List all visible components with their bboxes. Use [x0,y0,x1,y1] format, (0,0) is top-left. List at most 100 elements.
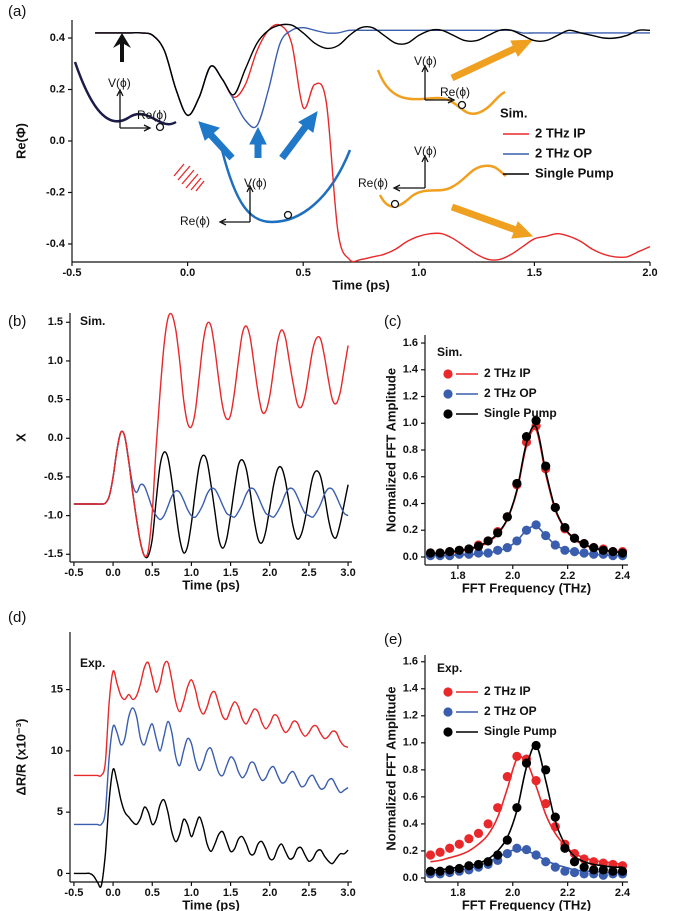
x-tick-label: 0.0 [180,267,195,279]
data-point [608,866,618,876]
x-axis-label: FFT Frequency (THz) [462,580,591,595]
ball [155,122,165,132]
series-line [95,23,651,117]
legend-label: 2 THz OP [484,704,537,718]
x-tick-label: 2.0 [505,887,520,899]
y-tick-label: 0.0 [48,432,63,444]
x-tick-label: 1.5 [527,267,542,279]
annotation: Exp. [80,656,105,670]
y-axis-label: Normalized FFT Amplitude [383,368,398,532]
x-tick-label: -0.5 [63,267,82,279]
axes-sketch [116,88,152,132]
data-point [454,839,464,849]
y-tick-label: 0.0 [50,135,65,147]
y-tick-label: 0.2 [403,524,418,536]
data-point [617,866,628,876]
data-point [464,834,474,844]
x-tick-label: 3.0 [340,567,355,579]
annotation: V(ϕ) [244,176,267,190]
data-point [560,866,570,876]
panel: (d) 0 5 10 15 -0.5 0.0 0.5 1.0 1.5 2.0 2.5 3.0 Time (… [8,609,356,911]
ball [283,210,293,220]
x-tick-label: 2.5 [301,887,316,899]
x-tick-label: 0.0 [105,887,120,899]
x-tick-label: 2.0 [642,267,657,279]
data-point [617,548,628,558]
y-tick-label: 0.0 [403,872,418,884]
x-tick-label: 2.5 [301,567,316,579]
y-tick-label: 0.4 [50,32,66,44]
annotation: Re(ϕ) [358,176,388,190]
data-point [435,847,445,857]
x-tick-label: 1.8 [450,887,465,899]
x-tick-label: 2.0 [505,570,520,582]
x-tick-label: 2.4 [615,887,631,899]
panel-label: (e) [384,631,402,648]
y-tick-label: 0.4 [403,818,419,830]
annotation: V(ϕ) [108,76,131,90]
fit-line [430,525,623,557]
y-axis-label: X [13,433,28,442]
data-point [512,843,522,853]
data-point [425,866,436,876]
panel: (c) 0.0 0.2 0.4 0.6 0.8 1.0 1.2 1.4 1.6 1.8 2.0 2.2 2… [383,313,631,595]
y-tick-label: 1.4 [403,364,419,376]
y-tick-label: -0.4 [46,238,66,250]
data-point [425,850,436,860]
data-point [560,843,570,853]
y-tick-label: 0.6 [403,471,418,483]
y-tick-label: 1.2 [403,390,418,402]
series-line [73,768,349,888]
potential-curve [378,164,507,208]
data-point [435,866,445,876]
axes-sketch [392,154,429,192]
series-line [73,312,349,558]
y-tick-label: 1.0 [403,417,418,429]
legend-label: 2 THz IP [484,366,531,380]
y-tick-label: 1.6 [403,656,418,668]
y-tick-label: 0.0 [403,551,418,563]
data-point [569,857,580,867]
potential-curve [220,149,352,224]
x-axis-label: Time (ps) [182,577,240,592]
data-point [512,751,522,761]
y-tick-label: 10 [51,745,63,757]
data-point [473,828,484,838]
panel-label: (a) [8,3,26,20]
legend-label: 2 THz IP [484,684,531,698]
y-tick-label: 0.2 [50,83,65,95]
y-tick-label: 0.6 [403,791,418,803]
x-tick-label: 1.0 [411,267,426,279]
x-tick-label: 1.5 [223,887,238,899]
x-tick-label: 0.5 [145,567,160,579]
x-tick-label: 1.8 [450,570,465,582]
data-point [589,865,599,875]
series-line [95,23,651,263]
y-tick-label: 5 [57,806,63,818]
x-tick-label: 1.0 [184,567,199,579]
panel: (a) -0.4 -0.2 0.0 0.2 0.4 -0.5 0.0 0.5 1.0 1.5 2.0 T… [8,3,658,292]
data-point [445,843,455,853]
y-axis-label: ΔR/R (x10⁻³) [13,719,28,796]
y-tick-label: 0.8 [403,764,418,776]
x-tick-label: 2.4 [615,570,631,582]
y-tick-label: 0 [57,867,63,879]
annotation: Sim. [80,314,105,328]
data-point [598,865,608,875]
y-axis-label: Normalized FFT Amplitude [383,686,398,850]
y-tick-label: -1.0 [44,510,63,522]
series-line [73,660,349,777]
panel-label: (b) [8,313,26,330]
legend-swatch [443,409,453,419]
ball [457,100,467,110]
legend-swatch [443,727,453,737]
legend-label: 2 THz OP [484,386,537,400]
panel-label: (d) [8,609,26,626]
y-tick-label: 1.4 [403,683,419,695]
fit-line [430,744,623,871]
y-tick-label: 0.2 [403,845,418,857]
y-tick-label: -0.5 [44,471,63,483]
series-line [95,26,650,129]
y-tick-label: 0.5 [48,394,63,406]
